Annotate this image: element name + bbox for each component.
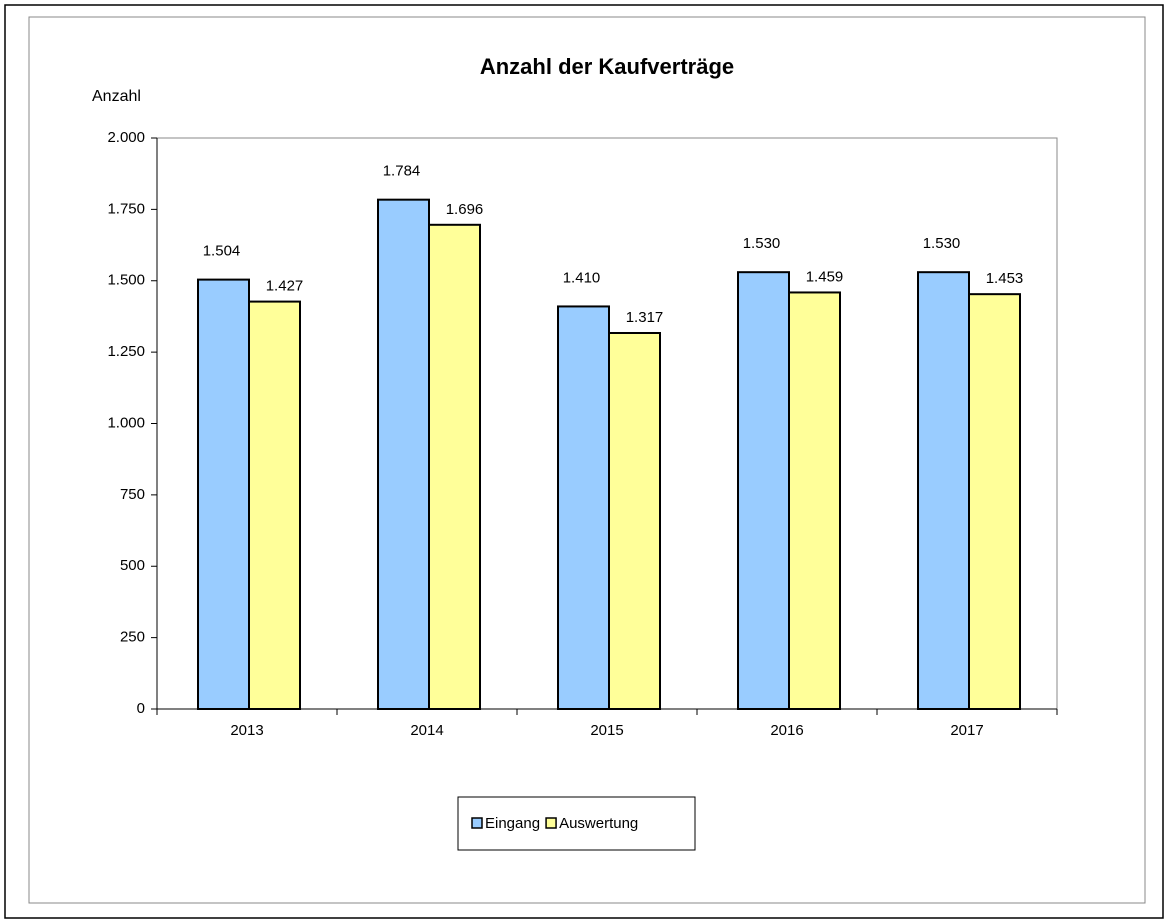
value-label: 1.410 — [563, 269, 601, 286]
x-tick-label: 2016 — [770, 722, 803, 739]
x-tick-label: 2014 — [410, 722, 443, 739]
bar — [788, 291, 841, 710]
x-tick-label: 2013 — [230, 722, 263, 739]
y-tick-label: 2.000 — [107, 129, 145, 146]
y-tick-label: 1.500 — [107, 272, 145, 289]
value-label: 1.453 — [986, 270, 1024, 287]
value-label: 1.696 — [446, 201, 484, 218]
bar — [197, 278, 250, 710]
y-axis-label: Anzahl — [92, 88, 141, 105]
y-tick-label: 500 — [120, 557, 145, 574]
legend-swatch — [471, 817, 483, 829]
value-label: 1.530 — [743, 235, 781, 252]
value-label: 1.317 — [626, 309, 664, 326]
y-tick-label: 1.000 — [107, 414, 145, 431]
value-label: 1.459 — [806, 268, 844, 285]
legend-label: Auswertung — [559, 815, 638, 832]
bar — [968, 293, 1021, 710]
bar — [428, 223, 481, 711]
y-tick-label: 1.250 — [107, 343, 145, 360]
y-tick-label: 250 — [120, 629, 145, 646]
x-tick-label: 2017 — [950, 722, 983, 739]
value-label: 1.784 — [383, 163, 421, 180]
y-tick-label: 0 — [137, 700, 145, 717]
bar — [608, 331, 661, 710]
chart-title: Anzahl der Kaufverträge — [480, 54, 734, 79]
y-tick-label: 1.750 — [107, 200, 145, 217]
legend-label: Eingang — [485, 815, 540, 832]
legend-swatch — [545, 817, 557, 829]
bar — [557, 305, 610, 710]
bar — [917, 271, 970, 710]
bar — [737, 271, 790, 710]
value-label: 1.530 — [923, 235, 961, 252]
bar — [248, 300, 301, 710]
bar — [377, 198, 430, 710]
value-label: 1.504 — [203, 243, 241, 260]
x-tick-label: 2015 — [590, 722, 623, 739]
y-tick-label: 750 — [120, 486, 145, 503]
legend-box — [457, 796, 696, 851]
value-label: 1.427 — [266, 278, 304, 295]
